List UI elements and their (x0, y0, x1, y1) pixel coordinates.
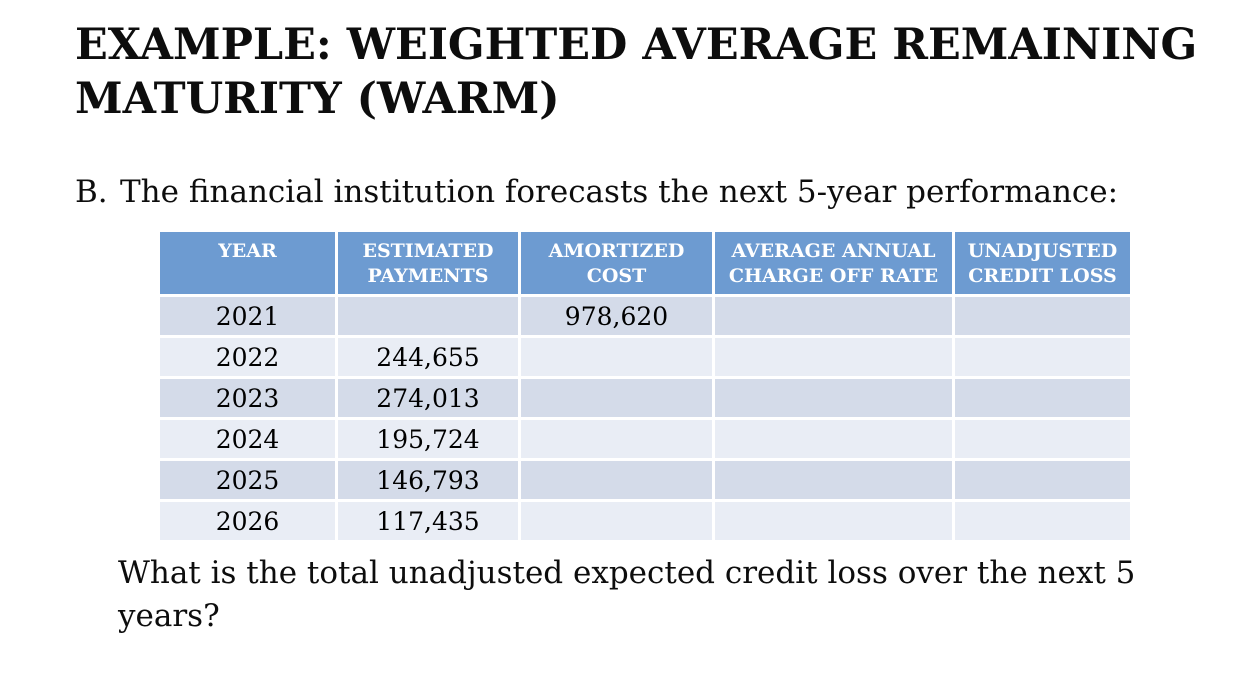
question-line-1: What is the total unadjusted expected cr… (118, 555, 1136, 591)
table-cell (338, 297, 518, 335)
table-cell: 2025 (160, 461, 335, 499)
table-cell (521, 502, 712, 540)
table-cell (521, 420, 712, 458)
table-cell (955, 420, 1130, 458)
table-cell: 2023 (160, 379, 335, 417)
header-cell-estimated-payments: ESTIMATED PAYMENTS (338, 232, 518, 294)
slide-title-line-1: EXAMPLE: WEIGHTED AVERAGE REMAINING (75, 20, 1198, 70)
header-cell-unadjusted-credit-loss: UNADJUSTED CREDIT LOSS (955, 232, 1130, 294)
header-cell-avg-annual-charge-off-rate: AVERAGE ANNUAL CHARGE OFF RATE (715, 232, 952, 294)
table-cell (521, 461, 712, 499)
slide-title-line-2: MATURITY (WARM) (75, 74, 560, 124)
header-cell-year: YEAR (160, 232, 335, 294)
slide-content: EXAMPLE: WEIGHTED AVERAGE REMAINING MATU… (0, 18, 1248, 638)
bullet-text: The financial institution forecasts the … (120, 174, 1119, 210)
forecast-table: YEAR ESTIMATED PAYMENTS AMORTIZED COST A… (160, 232, 1130, 540)
table-cell: 195,724 (338, 420, 518, 458)
table-cell: 2021 (160, 297, 335, 335)
question-text: What is the total unadjusted expected cr… (118, 552, 1218, 638)
table-cell (955, 379, 1130, 417)
table-cell: 146,793 (338, 461, 518, 499)
table-cell (521, 379, 712, 417)
table-cell (955, 502, 1130, 540)
slide-title: EXAMPLE: WEIGHTED AVERAGE REMAINING MATU… (75, 18, 1218, 126)
table-cell (715, 338, 952, 376)
table-cell (715, 461, 952, 499)
table-cell (715, 420, 952, 458)
table-cell (955, 297, 1130, 335)
question-line-2: years? (118, 598, 220, 634)
table-cell: 244,655 (338, 338, 518, 376)
header-cell-amortized-cost: AMORTIZED COST (521, 232, 712, 294)
table-cell (715, 297, 952, 335)
table-cell (715, 502, 952, 540)
table-cell (955, 461, 1130, 499)
table-cell (521, 338, 712, 376)
table-cell: 2026 (160, 502, 335, 540)
table-cell: 2024 (160, 420, 335, 458)
table-cell (715, 379, 952, 417)
table-cell: 117,435 (338, 502, 518, 540)
table-cell (955, 338, 1130, 376)
bullet-label: B. (75, 174, 108, 210)
table-cell: 978,620 (521, 297, 712, 335)
bullet-paragraph: B. The financial institution forecasts t… (75, 172, 1218, 212)
table-cell: 274,013 (338, 379, 518, 417)
table-cell: 2022 (160, 338, 335, 376)
